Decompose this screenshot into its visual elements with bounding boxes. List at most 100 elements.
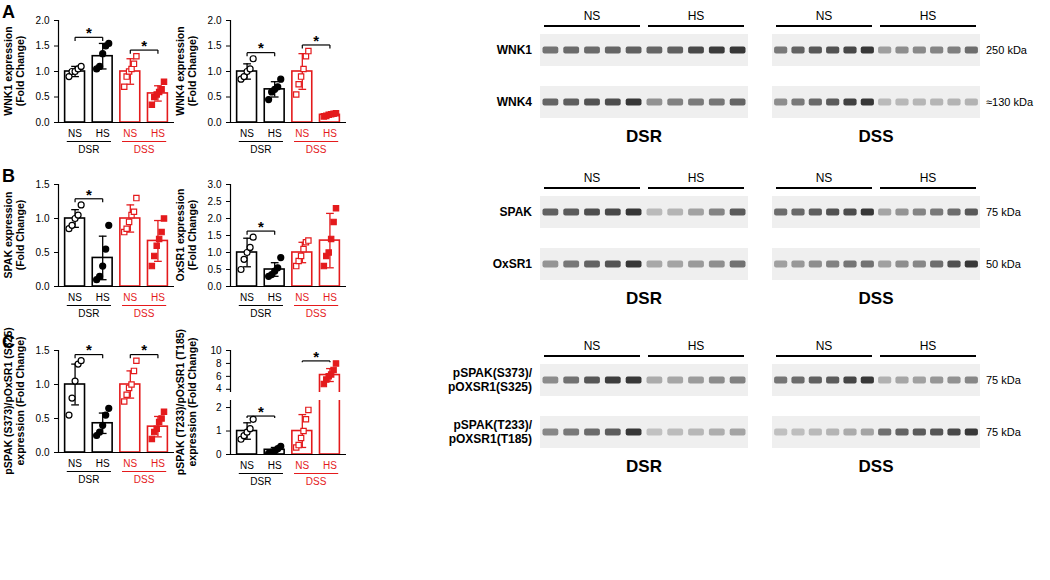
svg-text:DSS: DSS bbox=[134, 474, 155, 485]
svg-text:1.5: 1.5 bbox=[208, 40, 222, 51]
svg-text:75 kDa: 75 kDa bbox=[986, 374, 1022, 386]
svg-text:NS: NS bbox=[584, 9, 601, 23]
svg-text:NS: NS bbox=[123, 458, 137, 469]
svg-text:WNK4: WNK4 bbox=[497, 95, 533, 109]
svg-text:HS: HS bbox=[920, 171, 937, 185]
svg-text:NS: NS bbox=[240, 128, 254, 139]
svg-text:HS: HS bbox=[688, 339, 705, 353]
svg-text:NS: NS bbox=[123, 128, 137, 139]
svg-text:NS: NS bbox=[584, 339, 601, 353]
svg-text:10: 10 bbox=[210, 345, 222, 356]
svg-text:HS: HS bbox=[688, 171, 705, 185]
svg-text:SPAK: SPAK bbox=[500, 205, 533, 219]
svg-text:NS: NS bbox=[68, 292, 82, 303]
svg-text:DSR: DSR bbox=[250, 308, 271, 319]
svg-text:DSR: DSR bbox=[250, 476, 271, 487]
svg-text:2.0: 2.0 bbox=[36, 15, 50, 26]
svg-text:1.0: 1.0 bbox=[36, 379, 50, 390]
svg-text:NS: NS bbox=[816, 171, 833, 185]
svg-text:pOXSR1(S325): pOXSR1(S325) bbox=[448, 380, 532, 394]
svg-text:DSS: DSS bbox=[859, 127, 894, 146]
svg-text:DSS: DSS bbox=[134, 308, 155, 319]
svg-text:*: * bbox=[141, 341, 147, 358]
svg-text:NS: NS bbox=[68, 458, 82, 469]
svg-text:NS: NS bbox=[816, 9, 833, 23]
svg-text:pSPAK(T233)/: pSPAK(T233)/ bbox=[454, 418, 533, 432]
svg-text:0.5: 0.5 bbox=[36, 247, 50, 258]
svg-text:*: * bbox=[258, 39, 264, 56]
svg-text:DSR: DSR bbox=[78, 474, 99, 485]
svg-text:3.0: 3.0 bbox=[208, 179, 222, 190]
svg-text:0.5: 0.5 bbox=[36, 91, 50, 102]
svg-text:0.0: 0.0 bbox=[208, 281, 222, 292]
svg-text:2.0: 2.0 bbox=[208, 15, 222, 26]
svg-text:75 kDa: 75 kDa bbox=[986, 426, 1022, 438]
svg-text:NS: NS bbox=[295, 128, 309, 139]
svg-text:DSS: DSS bbox=[859, 457, 894, 476]
svg-text:1.0: 1.0 bbox=[208, 66, 222, 77]
svg-text:OxSR1: OxSR1 bbox=[493, 257, 533, 271]
svg-text:DSR: DSR bbox=[250, 144, 271, 155]
svg-text:0: 0 bbox=[216, 449, 222, 460]
svg-text:HS: HS bbox=[151, 458, 165, 469]
svg-text:HS: HS bbox=[323, 128, 337, 139]
svg-text:NS: NS bbox=[295, 460, 309, 471]
svg-text:2.0: 2.0 bbox=[208, 213, 222, 224]
svg-text:pSPAK(S373)/: pSPAK(S373)/ bbox=[453, 366, 533, 380]
svg-text:HS: HS bbox=[96, 128, 110, 139]
svg-text:WNK1: WNK1 bbox=[497, 43, 533, 57]
svg-text:NS: NS bbox=[584, 171, 601, 185]
svg-text:*: * bbox=[258, 218, 264, 235]
svg-text:DSS: DSS bbox=[859, 289, 894, 308]
svg-text:*: * bbox=[86, 186, 92, 203]
svg-text:HS: HS bbox=[323, 460, 337, 471]
svg-text:0.0: 0.0 bbox=[36, 447, 50, 458]
svg-text:HS: HS bbox=[268, 460, 282, 471]
svg-text:NS: NS bbox=[295, 292, 309, 303]
svg-text:DSR: DSR bbox=[78, 144, 99, 155]
svg-text:HS: HS bbox=[920, 9, 937, 23]
svg-text:0.5: 0.5 bbox=[36, 413, 50, 424]
svg-text:≈130 kDa: ≈130 kDa bbox=[986, 96, 1034, 108]
svg-text:HS: HS bbox=[151, 128, 165, 139]
svg-text:HS: HS bbox=[96, 292, 110, 303]
svg-text:HS: HS bbox=[688, 9, 705, 23]
svg-text:*: * bbox=[313, 348, 319, 365]
svg-text:pOXSR1(T185): pOXSR1(T185) bbox=[449, 432, 532, 446]
svg-text:HS: HS bbox=[96, 458, 110, 469]
svg-text:2.5: 2.5 bbox=[208, 196, 222, 207]
svg-text:4: 4 bbox=[216, 383, 222, 394]
svg-text:*: * bbox=[258, 403, 264, 420]
svg-text:1.5: 1.5 bbox=[36, 40, 50, 51]
svg-text:1: 1 bbox=[216, 425, 222, 436]
svg-text:NS: NS bbox=[816, 339, 833, 353]
svg-text:0.0: 0.0 bbox=[208, 117, 222, 128]
svg-text:1.0: 1.0 bbox=[208, 247, 222, 258]
svg-text:1.5: 1.5 bbox=[36, 179, 50, 190]
svg-text:HS: HS bbox=[268, 128, 282, 139]
svg-text:DSS: DSS bbox=[134, 144, 155, 155]
svg-text:1.0: 1.0 bbox=[36, 213, 50, 224]
svg-text:NS: NS bbox=[123, 292, 137, 303]
svg-text:HS: HS bbox=[151, 292, 165, 303]
svg-text:6: 6 bbox=[216, 371, 222, 382]
svg-text:DSR: DSR bbox=[626, 127, 662, 146]
svg-text:0.5: 0.5 bbox=[208, 264, 222, 275]
svg-text:*: * bbox=[86, 341, 92, 358]
svg-text:DSR: DSR bbox=[78, 308, 99, 319]
svg-text:*: * bbox=[313, 32, 319, 49]
svg-text:NS: NS bbox=[240, 460, 254, 471]
svg-text:HS: HS bbox=[323, 292, 337, 303]
svg-text:250 kDa: 250 kDa bbox=[986, 44, 1028, 56]
svg-text:0.0: 0.0 bbox=[36, 281, 50, 292]
svg-text:2: 2 bbox=[216, 402, 222, 413]
svg-text:0.5: 0.5 bbox=[208, 91, 222, 102]
svg-text:1.5: 1.5 bbox=[208, 230, 222, 241]
svg-text:HS: HS bbox=[920, 339, 937, 353]
svg-text:50 kDa: 50 kDa bbox=[986, 258, 1022, 270]
svg-text:*: * bbox=[141, 37, 147, 54]
svg-text:DSR: DSR bbox=[626, 289, 662, 308]
svg-text:NS: NS bbox=[68, 128, 82, 139]
svg-text:*: * bbox=[86, 24, 92, 41]
svg-text:HS: HS bbox=[268, 292, 282, 303]
